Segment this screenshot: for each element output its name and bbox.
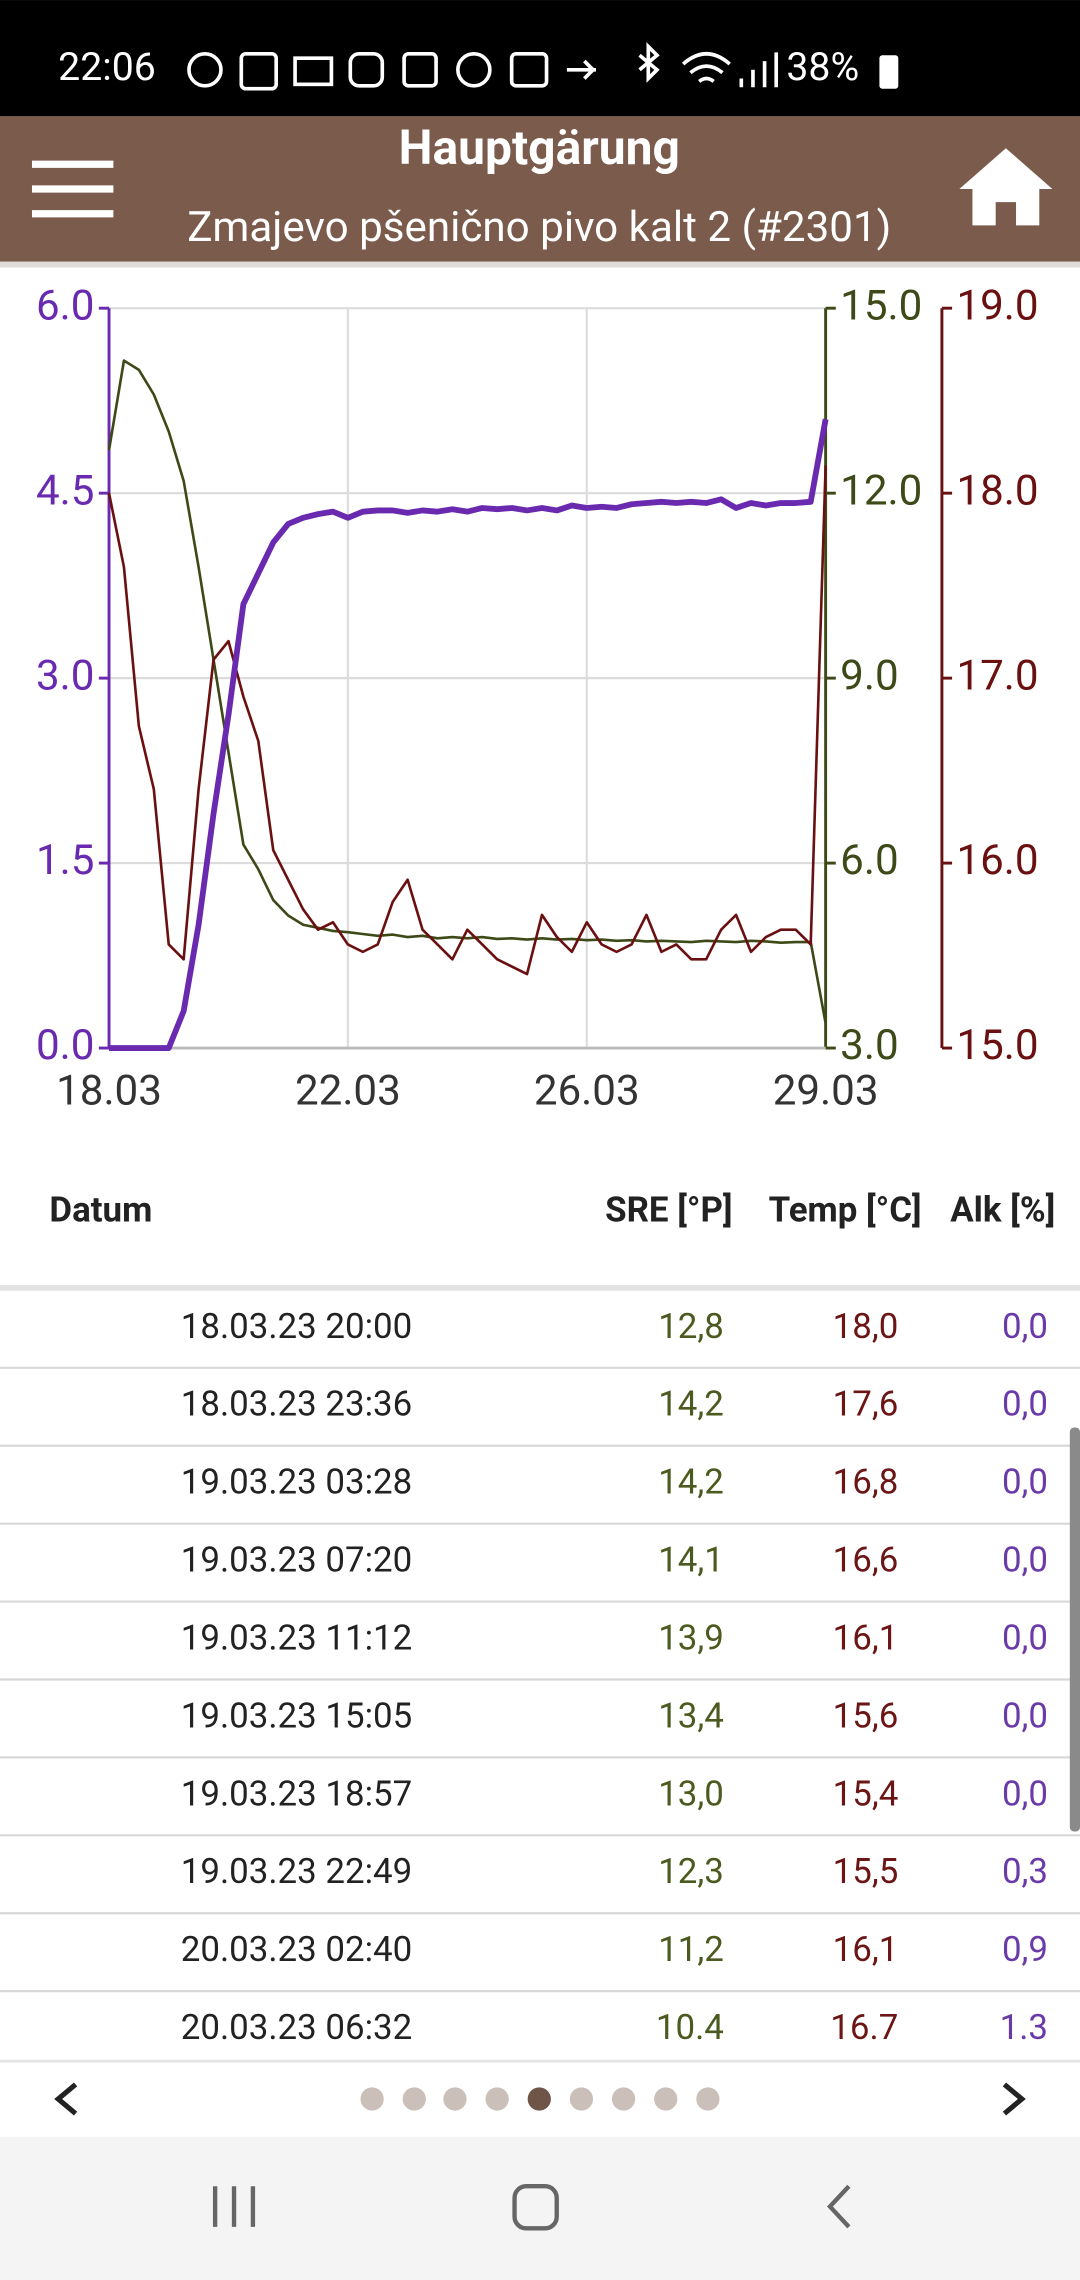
y-tick-label: 12.0 [840,466,922,515]
table-cell: 20.03.23 06:32 [181,2007,413,2048]
y-tick-label: 15.0 [840,281,922,330]
table-cell: 15,4 [833,1773,899,1814]
y-tick-label: 1.5 [36,836,94,885]
recents-button[interactable] [212,2186,256,2227]
chart: 0.0 1.5 3.0 4.5 6.0 3.0 6.0 9.0 12.0 15.0 15.0 16.0… [36,281,1039,1115]
column-header: Alk [%] [950,1190,1055,1231]
y-tick-label: 17.0 [956,651,1038,700]
table-cell: 19.03.23 11:12 [181,1617,413,1658]
subtitle: Zmajevo pšenično pivo kalt 2 (#2301) [187,203,891,252]
table-cell: 0,0 [1002,1384,1048,1425]
table-cell: 15,5 [833,1851,899,1892]
table-cell: 16,6 [833,1540,899,1581]
y-tick-label: 9.0 [840,651,898,700]
y-tick-label: 19.0 [956,281,1038,330]
table-cell: 19.03.23 22:49 [181,1851,413,1892]
y-tick-label: 15.0 [956,1021,1038,1070]
table-cell: 19.03.23 15:05 [181,1695,413,1736]
table-cell: 12,3 [658,1851,724,1892]
y-tick-label: 6.0 [840,836,898,885]
series-line [107,359,827,1024]
column-header: SRE [°P] [605,1190,732,1231]
y-tick-label: 16.0 [956,836,1038,885]
table-cell: 1.3 [1000,2007,1048,2048]
table-cell: 16.7 [830,2007,898,2048]
table-cell: 20.03.23 02:40 [181,1929,413,1970]
y-tick-label: 4.5 [36,466,94,515]
table-cell: 19.03.23 18:57 [181,1773,413,1814]
status-bar [0,0,1080,117]
x-tick-label: 18.03 [56,1066,162,1115]
y-tick-label: 3.0 [840,1021,898,1070]
table-cell: 13,0 [658,1773,724,1814]
notification-icons [187,42,779,91]
table-cell: 18.03.23 20:00 [181,1306,413,1347]
table-cell: 14,1 [658,1540,724,1581]
table-cell: 19.03.23 03:28 [181,1462,413,1503]
table-cell: 12,8 [658,1306,724,1347]
header-divider [0,1284,1080,1291]
back-button[interactable] [827,2184,851,2229]
table-cell: 13,4 [658,1695,724,1736]
y-tick-label: 18.0 [956,466,1038,515]
next-button[interactable] [1002,2082,1026,2116]
column-header: Datum [49,1190,152,1231]
table-cell: 17,6 [833,1384,899,1425]
table-cell: 0,0 [1002,1773,1048,1814]
table-cell: 0,0 [1002,1306,1048,1347]
clock: 22:06 [58,44,156,90]
home-button[interactable] [959,148,1053,226]
table-cell: 16,8 [833,1462,899,1503]
table-cell: 0,3 [1002,1851,1048,1892]
app-bar [0,116,1080,262]
y-tick-label: 6.0 [36,281,94,330]
prev-button[interactable] [54,2082,78,2116]
table-cell: 16,1 [833,1929,899,1970]
app-bar-shadow [0,261,1080,268]
x-tick-label: 22.03 [295,1066,401,1115]
y-tick-label: 3.0 [36,651,94,700]
home-nav-button[interactable] [512,2184,559,2231]
table-cell: 15,6 [833,1695,899,1736]
battery-level: 38% [786,44,859,90]
table-cell: 16,1 [833,1617,899,1658]
table-cell: 0,0 [1002,1462,1048,1503]
menu-button[interactable] [31,160,114,218]
x-tick-label: 29.03 [773,1066,879,1115]
scrollbar [1069,1427,1080,1832]
table-cell: 18,0 [833,1306,899,1347]
column-header: Temp [°C] [769,1190,922,1231]
page-indicator [360,2087,720,2111]
table-cell: 0,0 [1002,1695,1048,1736]
series-line [109,418,829,1051]
table-cell: 13,9 [658,1617,724,1658]
y-tick-label: 0.0 [36,1021,94,1070]
table-cell: 14,2 [658,1384,724,1425]
table-cell: 19.03.23 07:20 [181,1540,413,1581]
x-tick-label: 26.03 [534,1066,640,1115]
series-line [107,465,827,976]
navigation-bar [0,2136,1080,2280]
table-cell: 18.03.23 23:36 [181,1384,413,1425]
table-cell: 0,0 [1002,1540,1048,1581]
table-cell: 0,0 [1002,1617,1048,1658]
table-cell: 11,2 [658,1929,724,1970]
table-cell: 14,2 [658,1462,724,1503]
title: Hauptgärung [399,120,680,176]
table-cell: 10.4 [656,2007,724,2048]
table-cell: 0,9 [1002,1929,1048,1970]
battery-icon [879,55,899,89]
